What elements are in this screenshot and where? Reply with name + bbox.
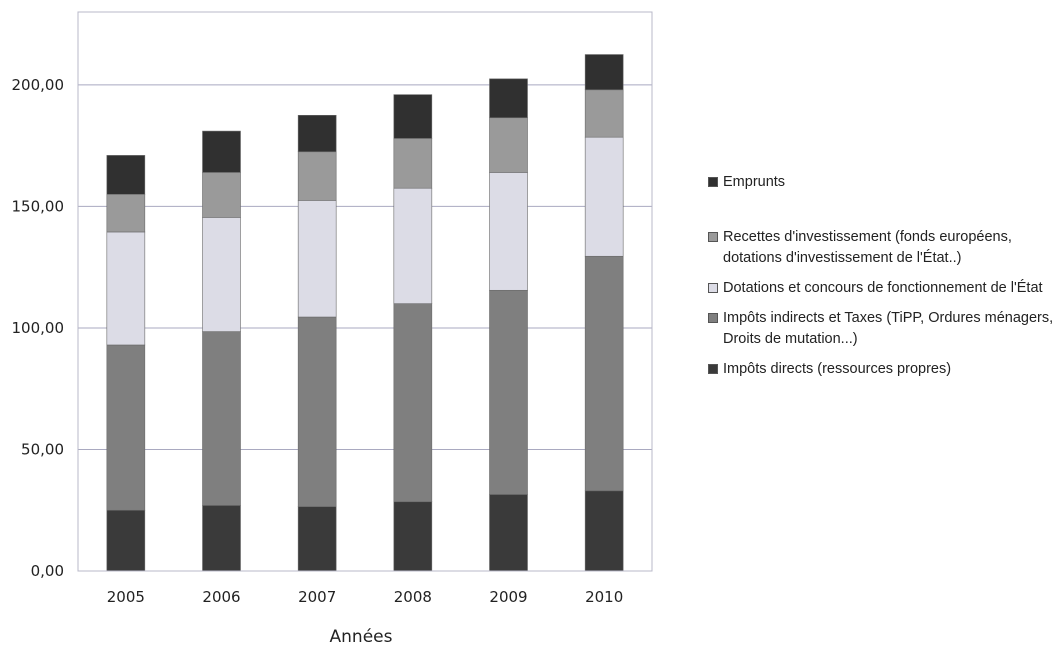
y-axis-ticks: 0,00 50,00 100,00 150,00 200,00 bbox=[12, 76, 65, 580]
bar-segment bbox=[393, 94, 433, 139]
x-tick-label: 2005 bbox=[107, 588, 145, 606]
bar-segment bbox=[489, 172, 528, 291]
bar-segment bbox=[393, 501, 433, 572]
bars bbox=[106, 54, 624, 572]
bar-segment bbox=[393, 187, 433, 304]
legend-label: Emprunts bbox=[723, 174, 786, 190]
gridlines bbox=[78, 84, 652, 572]
legend-label: Dotations et concours de fonctionnement … bbox=[723, 280, 1043, 296]
legend: Emprunts Recettes d'investissement (fonds… bbox=[708, 172, 1058, 380]
bar-segment bbox=[202, 130, 241, 173]
bar-segment bbox=[202, 172, 241, 218]
bar-segment bbox=[106, 193, 146, 233]
legend-item: Recettes d'investissement (fonds europée… bbox=[708, 227, 1058, 269]
bar-segment bbox=[584, 255, 624, 492]
legend-item: Impôts indirects et Taxes (TiPP, Ordures… bbox=[708, 308, 1058, 350]
legend-label: Impôts indirects et Taxes (TiPP, Ordures… bbox=[723, 310, 1054, 347]
bar-segment bbox=[202, 217, 241, 332]
bar-segment bbox=[106, 344, 146, 511]
x-tick-label: 2006 bbox=[202, 588, 240, 606]
x-tick-label: 2008 bbox=[394, 588, 432, 606]
y-tick-label: 200,00 bbox=[12, 76, 65, 94]
bar-segment bbox=[489, 78, 528, 119]
bar-segment bbox=[584, 89, 624, 138]
bar-segment bbox=[202, 331, 241, 506]
bar-segment bbox=[202, 505, 241, 572]
x-tick-label: 2009 bbox=[489, 588, 527, 606]
legend-swatch bbox=[708, 232, 718, 242]
bar-segment bbox=[489, 289, 528, 495]
plot-area-frame bbox=[77, 11, 653, 572]
bar-segment bbox=[393, 303, 433, 503]
bar-segment bbox=[106, 509, 146, 572]
legend-swatch bbox=[708, 283, 718, 293]
bar-segment bbox=[297, 200, 337, 318]
y-tick-label: 150,00 bbox=[12, 197, 65, 215]
x-axis-title: Années bbox=[330, 627, 393, 647]
legend-swatch bbox=[708, 177, 718, 187]
x-tick-label: 2010 bbox=[585, 588, 623, 606]
bar-segment bbox=[584, 54, 624, 91]
bar-segment bbox=[489, 494, 528, 572]
y-tick-label: 50,00 bbox=[21, 440, 64, 458]
legend-swatch bbox=[708, 313, 718, 323]
legend-label: Recettes d'investissement (fonds europée… bbox=[723, 229, 1012, 266]
legend-item: Impôts directs (ressources propres) bbox=[708, 359, 1058, 380]
legend-label: Impôts directs (ressources propres) bbox=[723, 361, 952, 377]
bar-segment bbox=[584, 136, 624, 257]
legend-swatch bbox=[708, 364, 718, 374]
bar-segment bbox=[489, 117, 528, 173]
bar-segment bbox=[297, 151, 337, 201]
x-axis-ticks: 2005 2006 2007 2008 2009 2010 bbox=[107, 588, 624, 606]
bar-segment bbox=[297, 316, 337, 507]
y-tick-label: 100,00 bbox=[12, 319, 65, 337]
bar-segment bbox=[297, 506, 337, 572]
y-tick-label: 0,00 bbox=[31, 562, 64, 580]
bar-segment bbox=[297, 114, 337, 153]
x-tick-label: 2007 bbox=[298, 588, 336, 606]
bar-segment bbox=[393, 138, 433, 189]
bar-segment bbox=[106, 155, 146, 195]
bar-segment bbox=[584, 490, 624, 572]
legend-item: Dotations et concours de fonctionnement … bbox=[708, 278, 1058, 299]
legend-item: Emprunts bbox=[708, 172, 1058, 193]
bar-segment bbox=[106, 231, 146, 346]
